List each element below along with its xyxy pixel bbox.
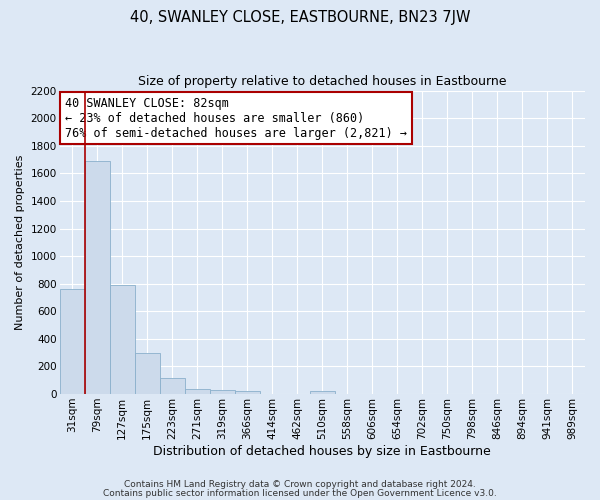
Text: 40 SWANLEY CLOSE: 82sqm
← 23% of detached houses are smaller (860)
76% of semi-d: 40 SWANLEY CLOSE: 82sqm ← 23% of detache…: [65, 96, 407, 140]
Text: Contains public sector information licensed under the Open Government Licence v3: Contains public sector information licen…: [103, 488, 497, 498]
Title: Size of property relative to detached houses in Eastbourne: Size of property relative to detached ho…: [138, 75, 506, 88]
Bar: [235, 390, 260, 394]
Bar: [134, 354, 160, 394]
Text: 40, SWANLEY CLOSE, EASTBOURNE, BN23 7JW: 40, SWANLEY CLOSE, EASTBOURNE, BN23 7JW: [130, 10, 470, 25]
Bar: [85, 161, 110, 394]
Bar: [59, 289, 85, 394]
X-axis label: Distribution of detached houses by size in Eastbourne: Distribution of detached houses by size …: [154, 444, 491, 458]
Bar: [185, 388, 210, 394]
Bar: [110, 285, 134, 394]
Text: Contains HM Land Registry data © Crown copyright and database right 2024.: Contains HM Land Registry data © Crown c…: [124, 480, 476, 489]
Bar: [160, 378, 185, 394]
Bar: [310, 392, 335, 394]
Bar: [210, 390, 235, 394]
Y-axis label: Number of detached properties: Number of detached properties: [15, 154, 25, 330]
